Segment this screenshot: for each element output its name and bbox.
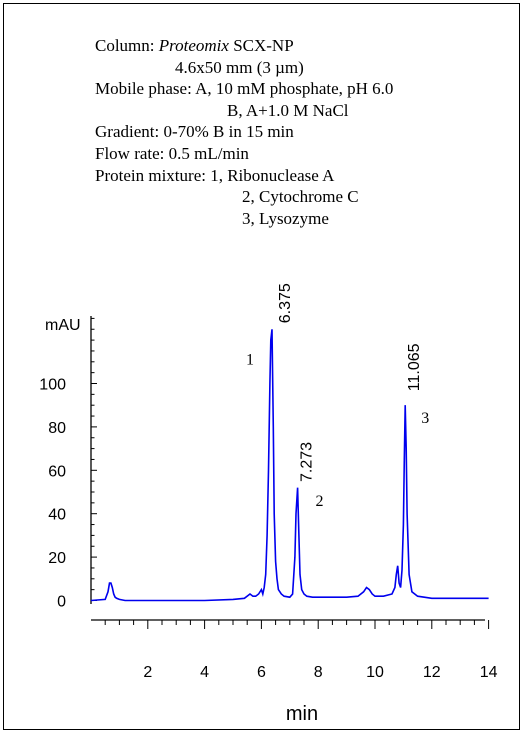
y-axis-label: mAU bbox=[45, 317, 81, 334]
peak-number-label: 2 bbox=[316, 493, 324, 510]
x-tick-label: 12 bbox=[423, 664, 441, 681]
x-tick-label: 8 bbox=[314, 664, 323, 681]
column-line: Column: Proteomix SCX-NP bbox=[95, 35, 393, 57]
x-axis: 2 4 6 8 10 12 14 bbox=[91, 619, 498, 681]
column-brand: Proteomix bbox=[158, 36, 229, 55]
chromatogram-trace bbox=[90, 329, 489, 602]
peak-number-label: 1 bbox=[246, 351, 254, 368]
y-tick-label: 80 bbox=[48, 420, 66, 437]
peak-rt-label: 11.065 bbox=[406, 343, 423, 391]
column-name: SCX-NP bbox=[228, 36, 294, 55]
protein-mixture-3: 3, Lysozyme bbox=[242, 208, 329, 228]
y-tick-label: 20 bbox=[48, 550, 66, 567]
y-axis: 0 20 40 60 80 100 bbox=[39, 316, 97, 611]
x-tick-label: 10 bbox=[366, 664, 384, 681]
y-tick-label: 60 bbox=[48, 463, 66, 480]
peak-rt-label: 6.375 bbox=[277, 283, 294, 323]
figure-frame bbox=[3, 3, 520, 730]
gradient: Gradient: 0-70% B in 15 min bbox=[95, 122, 294, 142]
x-tick-label: 2 bbox=[143, 664, 152, 681]
column-label: Column: bbox=[95, 36, 159, 55]
column-dimensions: 4.6x50 mm (3 µm) bbox=[175, 57, 304, 77]
x-tick-label: 6 bbox=[257, 664, 266, 681]
mobile-phase-b: B, A+1.0 M NaCl bbox=[227, 100, 349, 120]
peak-rt-label: 7.273 bbox=[299, 442, 316, 482]
protein-mixture: Protein mixture: 1, Ribonuclease A bbox=[95, 165, 335, 185]
mobile-phase: Mobile phase: A, 10 mM phosphate, pH 6.0 bbox=[95, 79, 394, 99]
y-tick-label: 40 bbox=[48, 507, 66, 524]
y-tick-label: 0 bbox=[57, 594, 66, 611]
x-tick-label: 4 bbox=[200, 664, 209, 681]
flow-rate: Flow rate: 0.5 mL/min bbox=[95, 143, 249, 163]
x-axis-label: min bbox=[286, 703, 318, 725]
y-tick-label: 100 bbox=[39, 377, 66, 394]
method-info: Column: Proteomix SCX-NP 4.6x50 mm (3 µm… bbox=[95, 35, 393, 229]
x-tick-label: 14 bbox=[480, 664, 498, 681]
protein-mixture-2: 2, Cytochrome C bbox=[242, 187, 359, 207]
peak-number-label: 3 bbox=[421, 410, 429, 427]
